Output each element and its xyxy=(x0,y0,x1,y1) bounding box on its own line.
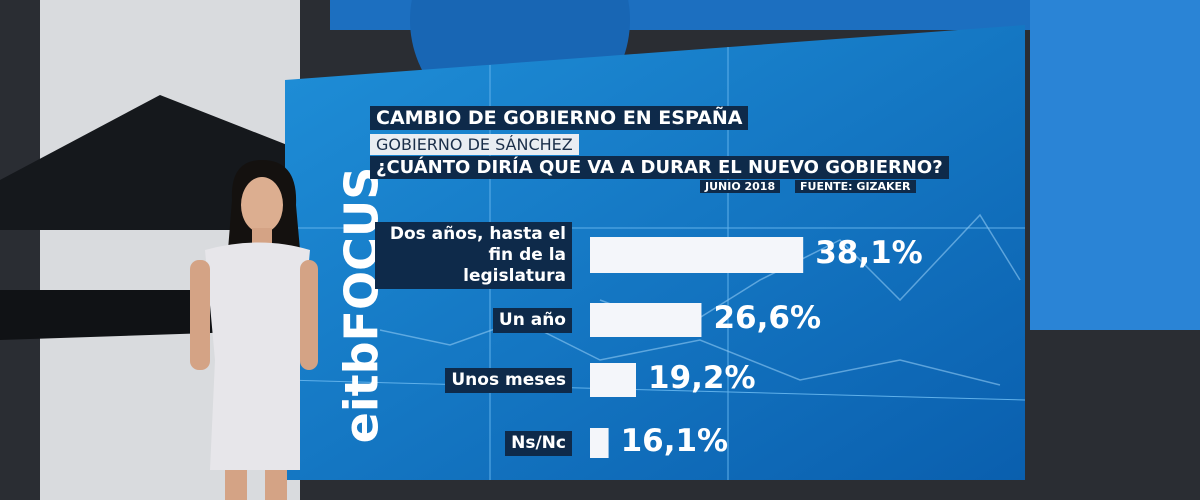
source: FUENTE: GIZAKER xyxy=(795,180,916,193)
category-label: Ns/Nc xyxy=(505,430,572,456)
bar xyxy=(590,363,636,397)
bar xyxy=(590,237,804,273)
value-label: 38,1% xyxy=(815,235,923,271)
presenter xyxy=(190,160,318,500)
category-label: Un año xyxy=(492,307,572,333)
date: JUNIO 2018 xyxy=(700,180,781,193)
bar xyxy=(590,428,609,458)
category-label: Dos años, hasta el fin de la legislatura xyxy=(375,221,572,289)
brand-logo: eitbFOCUS xyxy=(335,167,389,444)
category-label: Unos meses xyxy=(445,367,572,393)
question: ¿CUÁNTO DIRÍA QUE VA A DURAR EL NUEVO GO… xyxy=(370,156,949,179)
chart-subtitle: GOBIERNO DE SÁNCHEZ xyxy=(370,134,579,155)
chart-title: CAMBIO DE GOBIERNO EN ESPAÑA xyxy=(370,106,749,130)
value-label: 19,2% xyxy=(648,360,756,396)
value-label: 16,1% xyxy=(620,423,729,459)
value-label: 26,6% xyxy=(713,300,821,336)
bar xyxy=(590,303,702,337)
